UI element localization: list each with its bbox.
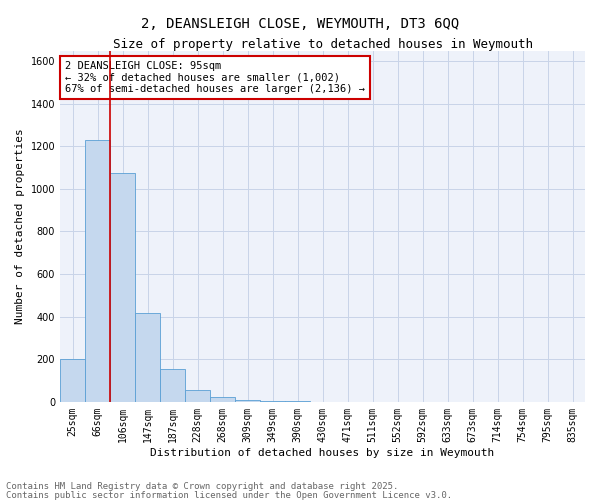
Bar (135, 314, 160, 402)
Text: 2, DEANSLEIGH CLOSE, WEYMOUTH, DT3 6QQ: 2, DEANSLEIGH CLOSE, WEYMOUTH, DT3 6QQ (141, 18, 459, 32)
Bar (235, 400, 260, 402)
Bar (210, 396, 235, 402)
Y-axis label: Number of detached properties: Number of detached properties (15, 128, 25, 324)
Bar (260, 401, 285, 402)
Text: 2 DEANSLEIGH CLOSE: 95sqm
← 32% of detached houses are smaller (1,002)
67% of se: 2 DEANSLEIGH CLOSE: 95sqm ← 32% of detac… (65, 61, 365, 94)
Bar (85, 140, 110, 402)
Bar (160, 369, 185, 402)
Title: Size of property relative to detached houses in Weymouth: Size of property relative to detached ho… (113, 38, 533, 51)
Bar (185, 390, 210, 402)
X-axis label: Distribution of detached houses by size in Weymouth: Distribution of detached houses by size … (151, 448, 494, 458)
Bar (60, 359, 85, 402)
Text: Contains HM Land Registry data © Crown copyright and database right 2025.: Contains HM Land Registry data © Crown c… (6, 482, 398, 491)
Bar (110, 173, 135, 402)
Text: Contains public sector information licensed under the Open Government Licence v3: Contains public sector information licen… (6, 490, 452, 500)
